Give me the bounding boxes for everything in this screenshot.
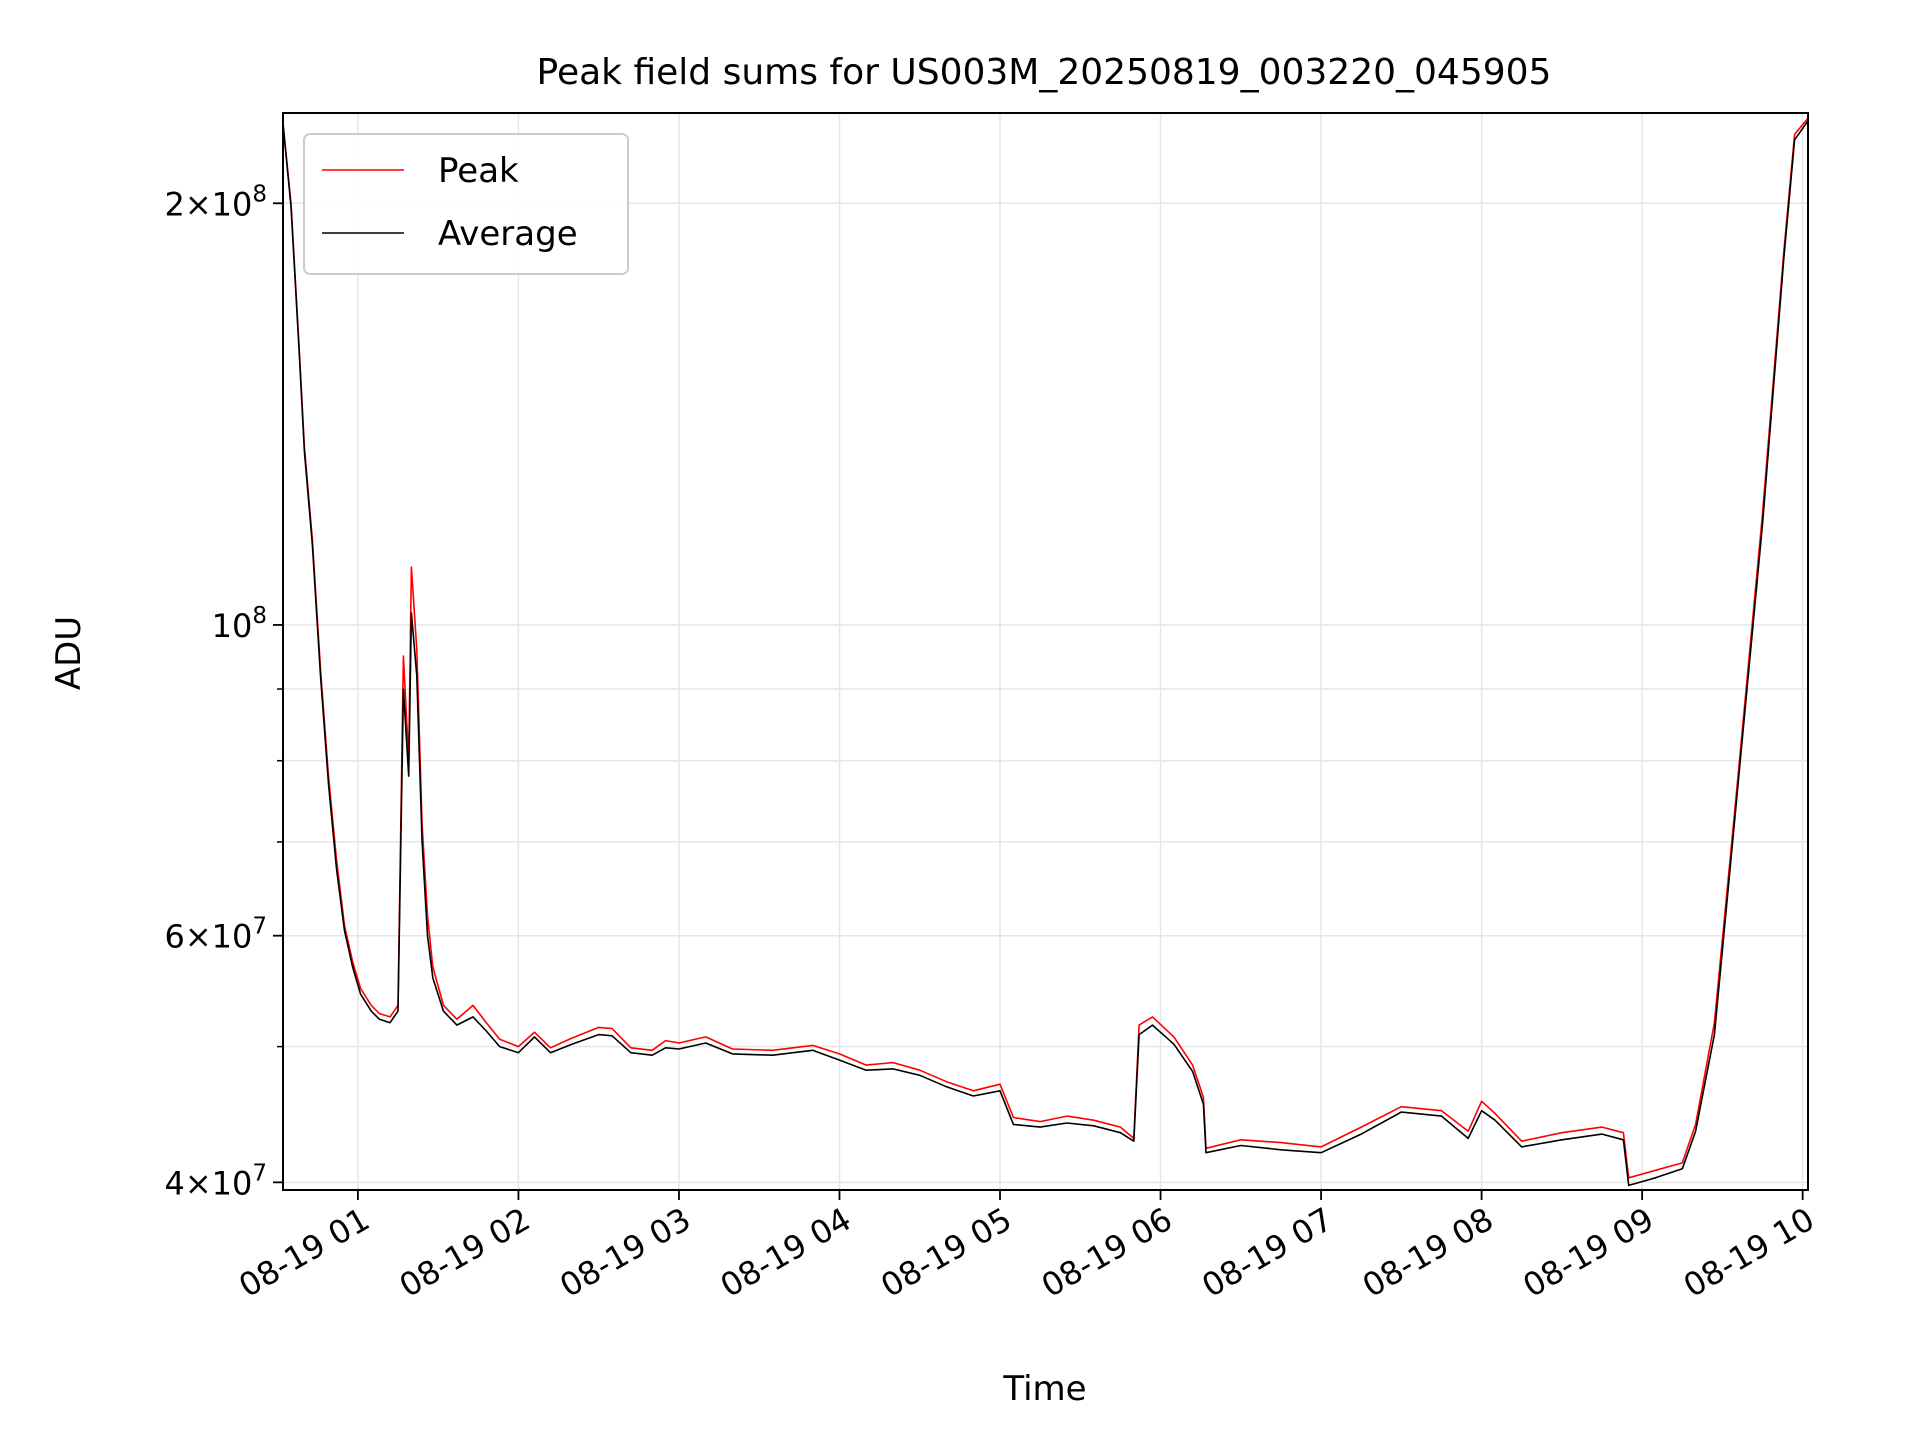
legend-label: Peak — [438, 151, 519, 191]
y-tick-label: 108 — [212, 603, 267, 645]
legend-box — [303, 133, 629, 275]
chart-title: Peak field sums for US003M_20250819_0032… — [537, 52, 1552, 93]
legend: Peak Average — [303, 133, 629, 275]
y-tick-label: 6×107 — [164, 914, 267, 956]
y-axis: 4×107 6×107 108 2×108 — [164, 181, 283, 1202]
plot-frame — [282, 112, 1809, 1191]
y-tick-label: 2×108 — [164, 181, 267, 223]
legend-label: Average — [438, 214, 578, 254]
series-layer — [282, 117, 1809, 1187]
series-line-average — [282, 120, 1809, 1187]
series-line-peak — [282, 117, 1809, 1179]
y-axis-label: ADU — [49, 616, 89, 690]
x-axis-label: Time — [1002, 1369, 1086, 1409]
y-tick-label: 4×107 — [164, 1160, 267, 1202]
